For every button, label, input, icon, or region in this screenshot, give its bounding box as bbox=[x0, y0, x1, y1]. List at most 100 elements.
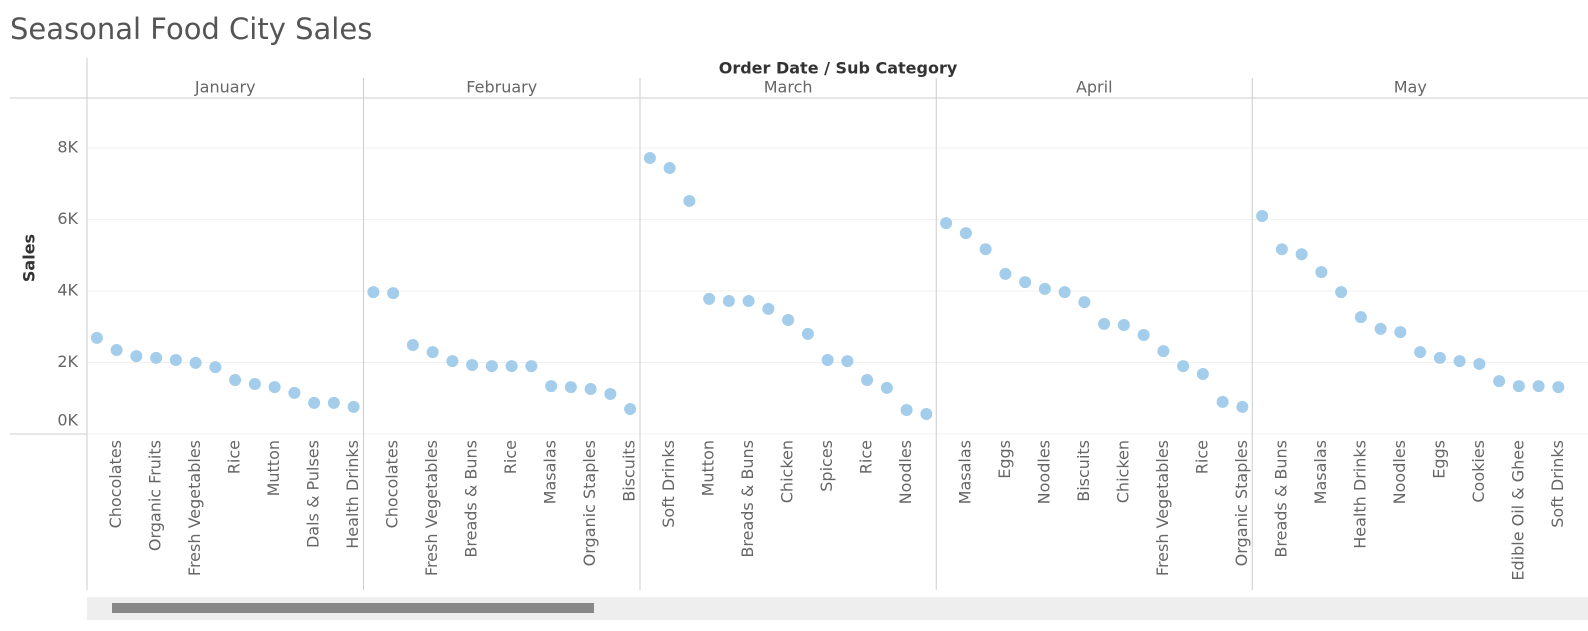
dot bbox=[1177, 360, 1190, 373]
y-tick-label: 6K bbox=[57, 209, 78, 228]
dot bbox=[406, 338, 419, 351]
x-tick-label: Dals & Pulses bbox=[304, 440, 323, 548]
dot bbox=[722, 295, 735, 308]
x-tick-label: Organic Fruits bbox=[146, 440, 165, 551]
dot bbox=[485, 360, 498, 373]
dot bbox=[1552, 381, 1565, 394]
x-tick-label: Eggs bbox=[1429, 440, 1448, 479]
dot bbox=[1216, 395, 1229, 408]
x-tick-label: Biscuits bbox=[620, 440, 639, 502]
x-tick-label: Noodles bbox=[896, 440, 915, 504]
dot bbox=[564, 381, 577, 394]
dot bbox=[643, 152, 656, 165]
scroll-thumb[interactable] bbox=[112, 603, 594, 613]
y-axis-title: Sales bbox=[20, 234, 39, 282]
dot bbox=[821, 354, 834, 367]
x-tick-label: Spices bbox=[817, 440, 836, 492]
dot bbox=[1157, 345, 1170, 358]
x-tick-label: Fresh Vegetables bbox=[185, 440, 204, 576]
dot bbox=[1335, 286, 1348, 299]
scroll-track[interactable] bbox=[87, 597, 1588, 620]
dot bbox=[1256, 209, 1269, 222]
dot bbox=[979, 243, 992, 256]
x-tick-label: Soft Drinks bbox=[1548, 440, 1567, 528]
x-tick-label: Noodles bbox=[1034, 440, 1053, 504]
x-tick-label: Breads & Buns bbox=[462, 440, 481, 558]
x-tick-label: Cookies bbox=[1469, 440, 1488, 503]
dot bbox=[1137, 328, 1150, 341]
dot bbox=[347, 400, 360, 413]
x-tick-label: Chicken bbox=[1113, 440, 1132, 503]
dot bbox=[959, 227, 972, 240]
x-tick-label: Organic Staples bbox=[1232, 440, 1251, 566]
x-tick-label: Rice bbox=[1192, 440, 1211, 474]
y-tick-label: 4K bbox=[57, 281, 78, 300]
dot bbox=[209, 361, 222, 374]
panel-label: April bbox=[1076, 78, 1113, 97]
dot bbox=[446, 355, 459, 368]
dot bbox=[683, 194, 696, 207]
x-tick-label: Rice bbox=[225, 440, 244, 474]
panel-label: March bbox=[764, 78, 813, 97]
dot bbox=[880, 381, 893, 394]
dot bbox=[940, 217, 953, 230]
dot bbox=[782, 313, 795, 326]
dot bbox=[1315, 266, 1328, 279]
y-tick-label: 0K bbox=[57, 411, 78, 430]
x-tick-label: Edible Oil & Ghee bbox=[1508, 440, 1527, 581]
x-tick-label: Health Drinks bbox=[1350, 440, 1369, 549]
dot bbox=[1078, 296, 1091, 309]
dot bbox=[130, 350, 143, 363]
dot bbox=[920, 407, 933, 420]
x-tick-label: Health Drinks bbox=[343, 440, 362, 549]
dot bbox=[327, 396, 340, 409]
x-tick-label: Organic Staples bbox=[580, 440, 599, 566]
x-tick-label: Masalas bbox=[955, 440, 974, 504]
dot bbox=[742, 295, 755, 308]
dot bbox=[189, 356, 202, 369]
dot bbox=[505, 360, 518, 373]
dot bbox=[426, 346, 439, 359]
dot bbox=[1098, 317, 1111, 330]
x-tick-label: Masalas bbox=[1311, 440, 1330, 504]
dot bbox=[367, 286, 380, 299]
panel-label: February bbox=[466, 78, 537, 97]
x-tick-label: Mutton bbox=[699, 440, 718, 496]
dot bbox=[762, 302, 775, 315]
dot bbox=[1433, 351, 1446, 364]
x-tick-label: Breads & Buns bbox=[1271, 440, 1290, 558]
panel-label: January bbox=[194, 78, 256, 97]
x-tick-label: Soft Drinks bbox=[659, 440, 678, 528]
dot bbox=[584, 382, 597, 395]
dot bbox=[1038, 282, 1051, 295]
x-tick-label: Chicken bbox=[778, 440, 797, 503]
dot bbox=[999, 267, 1012, 280]
dot bbox=[1512, 380, 1525, 393]
dot bbox=[110, 344, 123, 356]
dot bbox=[1394, 326, 1407, 339]
dot bbox=[1493, 375, 1506, 388]
x-tick-label: Masalas bbox=[541, 440, 560, 504]
x-tick-label: Chocolates bbox=[383, 440, 402, 528]
dot bbox=[841, 355, 854, 368]
dot bbox=[801, 327, 814, 340]
dot bbox=[1354, 311, 1367, 324]
chart-title: Seasonal Food City Sales bbox=[10, 12, 372, 46]
x-tick-label: Fresh Vegetables bbox=[1153, 440, 1172, 576]
dot bbox=[545, 380, 558, 393]
dot bbox=[1453, 355, 1466, 368]
x-tick-label: Rice bbox=[501, 440, 520, 474]
dot bbox=[387, 287, 400, 300]
dot bbox=[288, 386, 301, 399]
dot bbox=[1019, 276, 1032, 289]
x-tick-label: Noodles bbox=[1390, 440, 1409, 504]
dot bbox=[1196, 367, 1209, 380]
x-tick-label: Rice bbox=[857, 440, 876, 474]
x-tick-label: Chocolates bbox=[106, 440, 125, 528]
dot bbox=[703, 292, 716, 305]
dot bbox=[466, 359, 479, 372]
dot bbox=[1532, 380, 1545, 393]
dot bbox=[1414, 346, 1427, 359]
dot bbox=[1117, 318, 1130, 331]
